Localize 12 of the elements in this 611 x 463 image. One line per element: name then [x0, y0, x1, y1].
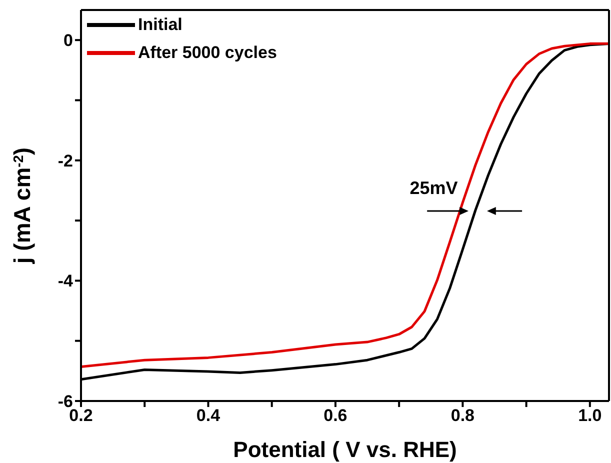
y-tick-label: -4 [58, 272, 74, 291]
annotation: 25mV [410, 178, 458, 198]
y-tick-label: -2 [58, 151, 73, 170]
x-tick-label: 0.2 [69, 406, 93, 426]
x-tick-label: 0.4 [196, 406, 221, 426]
x-tick-label: 1.0 [578, 406, 602, 426]
x-axis-title: Potential ( V vs. RHE) [233, 437, 457, 462]
legend-label: After 5000 cycles [138, 42, 277, 64]
y-tick-label: 0 [64, 31, 73, 50]
x-tick-label: 0.6 [324, 406, 348, 426]
legend-label: Initial [138, 14, 182, 36]
x-tick-label: 0.8 [450, 406, 475, 426]
